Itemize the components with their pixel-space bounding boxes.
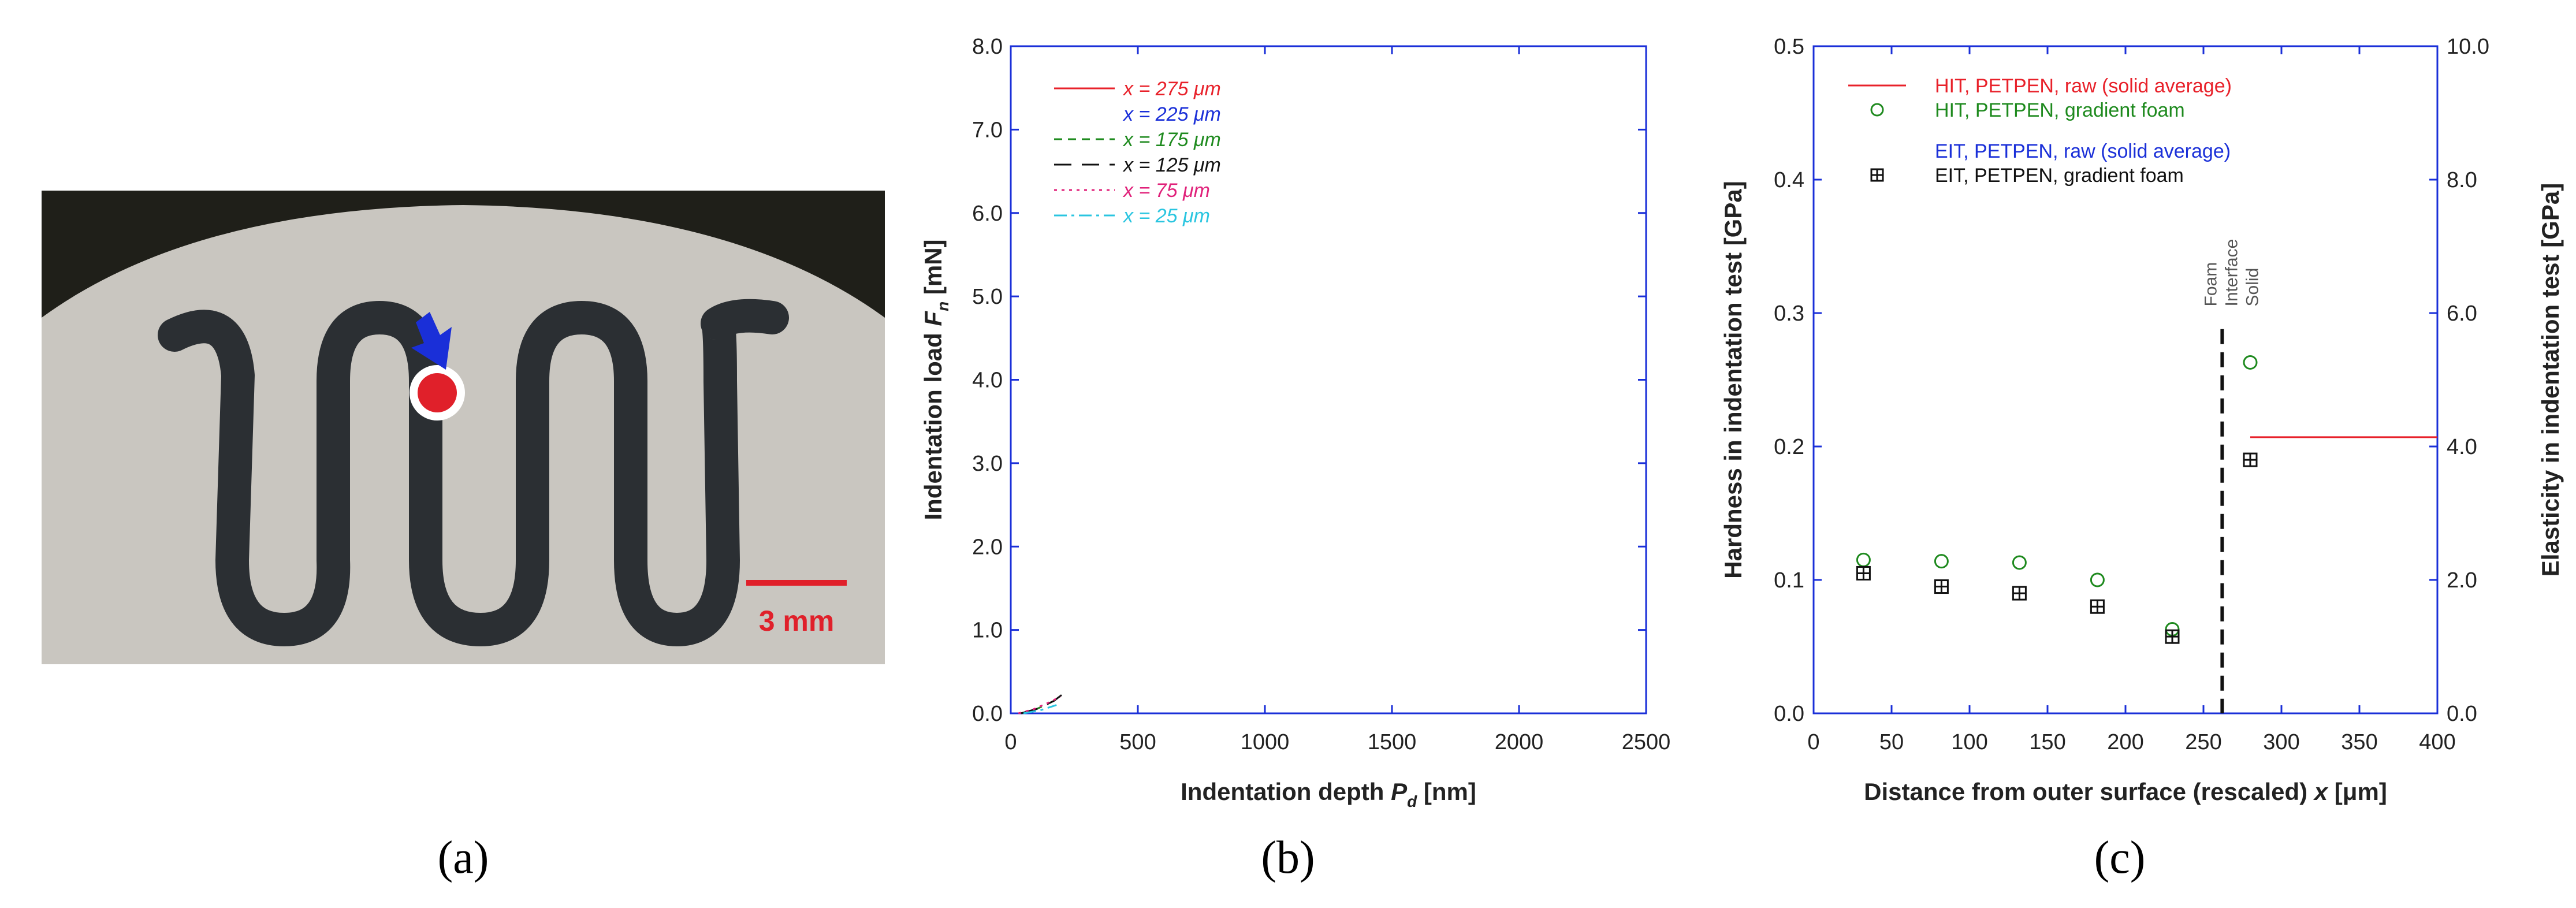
x-tick-label: 0 (1004, 730, 1017, 754)
y-tick-label: 0.0 (1774, 702, 1804, 726)
indent-marker (418, 373, 457, 412)
hardness-point (2090, 572, 2105, 587)
legend-label: HIT, PETPEN, gradient foam (1935, 99, 2185, 121)
y-tick-label: 0.5 (1774, 35, 1804, 59)
legend-label: EIT, PETPEN, raw (solid average) (1935, 140, 2231, 162)
x-tick-label: 350 (2341, 730, 2377, 754)
x-tick-label: 1500 (1368, 730, 1417, 754)
legend-marker (1870, 103, 1884, 117)
x-tick-label: 500 (1119, 730, 1156, 754)
legend-label: x = 175 μm (1122, 129, 1221, 151)
legend-label: HIT, PETPEN, raw (solid average) (1935, 75, 2232, 97)
y2-tick-label: 8.0 (2447, 168, 2477, 192)
y2-axis-label: Elasticity in indentation test [GPa] (2537, 183, 2564, 576)
legend-label: x = 275 μm (1122, 78, 1221, 100)
x-tick-label: 1000 (1241, 730, 1290, 754)
elasticity-point (2090, 599, 2105, 614)
interface-label: Solid (2243, 268, 2262, 307)
x-tick-label: 50 (1879, 730, 1904, 754)
x-tick-label: 100 (1951, 730, 1987, 754)
legend-label: EIT, PETPEN, gradient foam (1935, 165, 2184, 187)
y-tick-label: 0.2 (1774, 435, 1804, 459)
hardness-point (2243, 355, 2258, 370)
panel-c-chart: 0 50 100 150 200 250 300 350 400 0.0 0.1 0.2 0.3 0.4 0… (1719, 35, 2564, 805)
specimen-photo: 3 mm (42, 191, 885, 664)
arrow-icon (411, 312, 452, 370)
plot-frame (1010, 45, 1647, 715)
elasticity-point (1934, 579, 1949, 594)
hardness-point (1934, 554, 1949, 569)
y-tick-label: 0.0 (972, 702, 1003, 726)
panel-b-chart: 0 500 1000 1500 2000 2500 0.0 1.0 2.0 3.0 4.0 5.0 6.… (920, 35, 1671, 810)
y2-tick-label: 2.0 (2447, 568, 2477, 593)
y-tick-label: 1.0 (972, 619, 1003, 643)
scale-bar (746, 580, 847, 586)
caption-b: (b) (1261, 832, 1315, 883)
y-tick-label: 7.0 (972, 118, 1003, 142)
y-tick-label: 5.0 (972, 285, 1003, 309)
interface-label: Foam (2201, 262, 2220, 307)
legend-label: x = 225 μm (1122, 103, 1221, 125)
elasticity-point (1856, 565, 1871, 580)
y2-tick-label: 0.0 (2447, 702, 2477, 726)
series-line (1023, 704, 1057, 715)
serpentine-pattern (158, 299, 789, 646)
interface-label: Interface (2222, 239, 2241, 307)
x-tick-label: 250 (2185, 730, 2221, 754)
y-tick-label: 3.0 (972, 452, 1003, 476)
series-line (1021, 694, 1062, 715)
y-tick-label: 0.4 (1774, 168, 1804, 192)
y-axis-label: Hardness in indentation test [GPa] (1719, 181, 1747, 578)
y2-tick-label: 4.0 (2447, 435, 2477, 459)
x-tick-label: 150 (2029, 730, 2065, 754)
x-tick-label: 200 (2107, 730, 2143, 754)
series-line (1018, 695, 1061, 715)
scale-bar-label: 3 mm (759, 605, 835, 637)
elasticity-point (2165, 629, 2180, 644)
x-tick-label: 2000 (1495, 730, 1544, 754)
caption-c: (c) (2094, 832, 2146, 883)
x-tick-label: 2500 (1622, 730, 1671, 754)
hardness-point (1856, 552, 1871, 567)
elasticity-point (2243, 452, 2258, 467)
x-tick-label: 400 (2419, 730, 2455, 754)
hardness-point (2012, 555, 2027, 570)
y-tick-label: 4.0 (972, 369, 1003, 393)
caption-a: (a) (437, 832, 489, 883)
y-tick-label: 2.0 (972, 535, 1003, 559)
y-tick-label: 6.0 (972, 202, 1003, 226)
specimen-disc (42, 205, 885, 664)
y-tick-label: 8.0 (972, 35, 1003, 59)
x-axis-label: Distance from outer surface (rescaled) x… (1864, 778, 2387, 805)
y2-tick-label: 6.0 (2447, 302, 2477, 326)
x-tick-label: 300 (2263, 730, 2299, 754)
x-tick-label: 0 (1807, 730, 1819, 754)
elasticity-point (2012, 586, 2027, 601)
legend-label: x = 25 μm (1122, 205, 1210, 227)
x-axis-label: Indentation depth Pd [nm] (1181, 778, 1476, 810)
legend-label: x = 125 μm (1122, 154, 1221, 176)
y-tick-label: 0.3 (1774, 302, 1804, 326)
y2-tick-label: 10.0 (2447, 35, 2489, 59)
y-axis-label: Indentation load Fn [mN] (920, 239, 952, 520)
legend-marker (1870, 168, 1884, 182)
panel-a: 3 mm (42, 191, 885, 664)
legend-label: x = 75 μm (1122, 180, 1210, 202)
y-tick-label: 0.1 (1774, 568, 1804, 593)
